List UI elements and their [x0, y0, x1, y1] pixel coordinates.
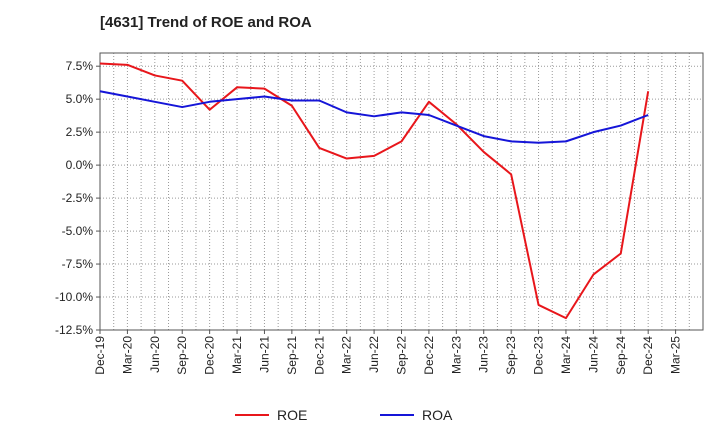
x-tick-label: Sep-22: [395, 336, 409, 375]
y-tick-label: -5.0%: [62, 224, 94, 238]
y-tick-label: -12.5%: [55, 323, 93, 337]
x-tick-label: Sep-21: [285, 336, 299, 375]
x-tick-label: Mar-25: [669, 336, 683, 374]
x-tick-label: Jun-23: [477, 336, 491, 373]
legend-label: ROE: [277, 407, 307, 423]
x-tick-label: Mar-23: [449, 336, 463, 374]
x-tick-label: Sep-20: [175, 336, 189, 375]
x-tick-label: Dec-21: [312, 336, 326, 375]
y-tick-label: -2.5%: [62, 191, 94, 205]
x-tick-label: Jun-20: [148, 336, 162, 373]
chart-title: [4631] Trend of ROE and ROA: [100, 14, 312, 31]
x-tick-label: Sep-24: [614, 336, 628, 375]
x-tick-label: Dec-19: [93, 336, 107, 375]
legend-item-roa: ROA: [380, 407, 453, 423]
legend: ROE ROA: [235, 407, 453, 423]
x-tick-label: Mar-24: [559, 336, 573, 374]
x-tick-label: Mar-21: [230, 336, 244, 374]
x-tick-label: Jun-22: [367, 336, 381, 373]
series-line-roa: [99, 90, 649, 144]
legend-label: ROA: [422, 407, 453, 423]
series-line-roe: [99, 62, 650, 320]
axis-layer: 7.5% 5.0% 2.5% 0.0% -2.5% -5.0% -7.5% -10.0% -12…: [55, 52, 704, 375]
x-tick-label: Jun-21: [257, 336, 271, 373]
x-tick-label: Sep-23: [504, 336, 518, 375]
y-tick-label: -7.5%: [62, 257, 94, 271]
y-tick-label: 5.0%: [66, 92, 94, 106]
x-tick-label: Mar-22: [340, 336, 354, 374]
y-tick-label: 2.5%: [66, 125, 94, 139]
x-tick-label: Jun-24: [586, 336, 600, 373]
y-tick-label: -10.0%: [55, 290, 93, 304]
y-tick-label: 0.0%: [66, 158, 94, 172]
legend-item-roe: ROE: [235, 407, 307, 423]
series-layer: [99, 62, 650, 320]
y-tick-label: 7.5%: [66, 59, 94, 73]
x-tick-label: Dec-20: [203, 336, 217, 375]
x-tick-label: Dec-24: [641, 336, 655, 375]
grid-layer: [99, 53, 704, 331]
x-tick-label: Dec-22: [422, 336, 436, 375]
x-tick-label: Mar-20: [120, 336, 134, 374]
x-tick-label: Dec-23: [532, 336, 546, 375]
